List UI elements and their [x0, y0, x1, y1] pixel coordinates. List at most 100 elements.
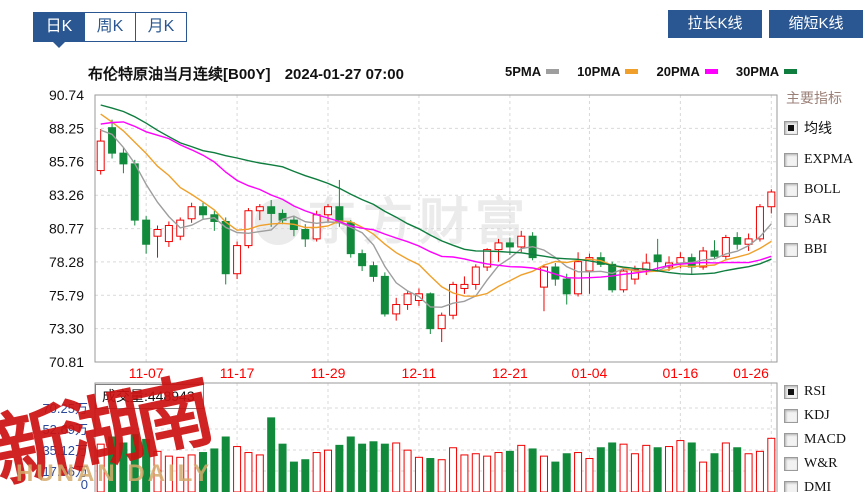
candle	[539, 266, 548, 288]
checkbox-icon[interactable]	[784, 153, 798, 167]
candle	[164, 224, 173, 243]
volume-bar	[653, 447, 662, 492]
date-axis-label: 01-26	[733, 365, 769, 381]
candle	[699, 250, 708, 268]
candle	[733, 237, 742, 245]
kline-zoom-toolbar: 拉长K线 缩短K线	[668, 10, 863, 38]
volume-axis-label: 70.25万	[42, 401, 88, 416]
date-axis-label: 12-21	[492, 365, 528, 381]
volume-bar	[665, 446, 674, 492]
volume-bar	[324, 449, 333, 492]
candle	[608, 263, 617, 291]
tab-daily-k[interactable]: 日K	[33, 12, 85, 48]
legend-label: 10PMA	[577, 64, 621, 79]
indicator-expma[interactable]: EXPMA	[784, 152, 864, 168]
indicator-label: W&R	[804, 456, 838, 471]
candle	[403, 293, 412, 306]
candle	[187, 206, 196, 220]
shorten-kline-button[interactable]: 缩短K线	[769, 10, 863, 38]
volume-bar	[642, 444, 651, 492]
volume-bar	[244, 452, 253, 492]
volume-bar	[369, 441, 378, 492]
legend-label: 5PMA	[505, 64, 542, 79]
legend-label: 20PMA	[656, 64, 700, 79]
indicator-label: BOLL	[804, 182, 841, 197]
candle	[369, 265, 378, 277]
lengthen-kline-button[interactable]: 拉长K线	[668, 10, 762, 38]
volume-bar	[744, 453, 753, 492]
tab-weekly-k[interactable]: 周K	[85, 12, 136, 42]
volume-bar	[414, 456, 423, 492]
volume-bar	[153, 450, 162, 492]
volume-bar	[539, 455, 548, 492]
volume-bar	[608, 442, 617, 492]
volume-bar	[710, 453, 719, 492]
legend-item-30pma: 30PMA	[736, 64, 798, 79]
candle	[108, 127, 117, 154]
checkbox-icon[interactable]	[784, 433, 798, 447]
candle	[449, 283, 458, 316]
volume-bar	[312, 452, 321, 492]
volume-bar	[278, 443, 287, 492]
candle	[517, 235, 526, 248]
tab-monthly-k[interactable]: 月K	[136, 12, 187, 42]
candle	[255, 206, 264, 212]
date-axis-label: 01-16	[662, 365, 698, 381]
ma-legend: 5PMA 10PMA 20PMA 30PMA	[505, 64, 798, 79]
legend-swatch-10pma	[625, 69, 639, 74]
volume-bar	[733, 447, 742, 492]
volume-bar	[494, 452, 503, 492]
indicator-panel-sub: RSI KDJ MACD W&R DMI	[784, 384, 864, 492]
volume-bar	[358, 443, 367, 492]
candle	[301, 229, 310, 240]
candle	[619, 270, 628, 291]
volume-bar	[574, 452, 583, 492]
legend-swatch-20pma	[704, 69, 718, 74]
checkbox-icon[interactable]	[784, 385, 798, 399]
legend-item-20pma: 20PMA	[656, 64, 718, 79]
indicator-label: RSI	[804, 384, 826, 399]
indicator-kdj[interactable]: KDJ	[784, 408, 864, 424]
volume-bar	[392, 442, 401, 492]
volume-bar	[483, 455, 492, 492]
candle	[483, 249, 492, 268]
checkbox-icon[interactable]	[784, 121, 798, 135]
volume-bar	[551, 461, 560, 492]
price-axis-label: 78.28	[49, 254, 84, 270]
candle	[755, 206, 764, 240]
candle	[562, 278, 571, 295]
checkbox-icon[interactable]	[784, 409, 798, 423]
indicator-均线[interactable]: 均线	[784, 118, 864, 138]
legend-item-5pma: 5PMA	[505, 64, 560, 79]
indicator-boll[interactable]: BOLL	[784, 182, 864, 198]
candle	[380, 275, 389, 315]
indicator-dmi[interactable]: DMI	[784, 480, 864, 492]
instrument-title: 布伦特原油当月连续[B00Y]	[88, 66, 271, 83]
indicator-bbi[interactable]: BBI	[784, 242, 864, 258]
volume-bar	[767, 437, 776, 492]
checkbox-icon[interactable]	[784, 243, 798, 257]
checkbox-icon[interactable]	[784, 481, 798, 492]
price-axis-label: 90.74	[49, 87, 84, 103]
indicator-rsi[interactable]: RSI	[784, 384, 864, 400]
candle	[324, 206, 333, 216]
checkbox-icon[interactable]	[784, 213, 798, 227]
indicator-panel-main: 主要指标 均线 EXPMA BOLL SAR BBI	[784, 88, 864, 272]
indicator-macd[interactable]: MACD	[784, 432, 864, 448]
volume-bar	[289, 461, 298, 492]
volume-bar	[437, 459, 446, 492]
indicator-label: BBI	[804, 242, 828, 257]
indicator-sar[interactable]: SAR	[784, 212, 864, 228]
indicator-label: 均线	[804, 122, 832, 137]
quote-datetime: 2024-01-27 07:00	[284, 66, 404, 83]
legend-swatch-30pma	[784, 69, 798, 74]
indicator-label: KDJ	[804, 408, 830, 423]
checkbox-icon[interactable]	[784, 183, 798, 197]
volume-bar	[460, 454, 469, 492]
checkbox-icon[interactable]	[784, 457, 798, 471]
indicator-wr[interactable]: W&R	[784, 456, 864, 472]
candle	[267, 206, 276, 214]
candle	[130, 163, 139, 221]
candle	[96, 140, 105, 172]
